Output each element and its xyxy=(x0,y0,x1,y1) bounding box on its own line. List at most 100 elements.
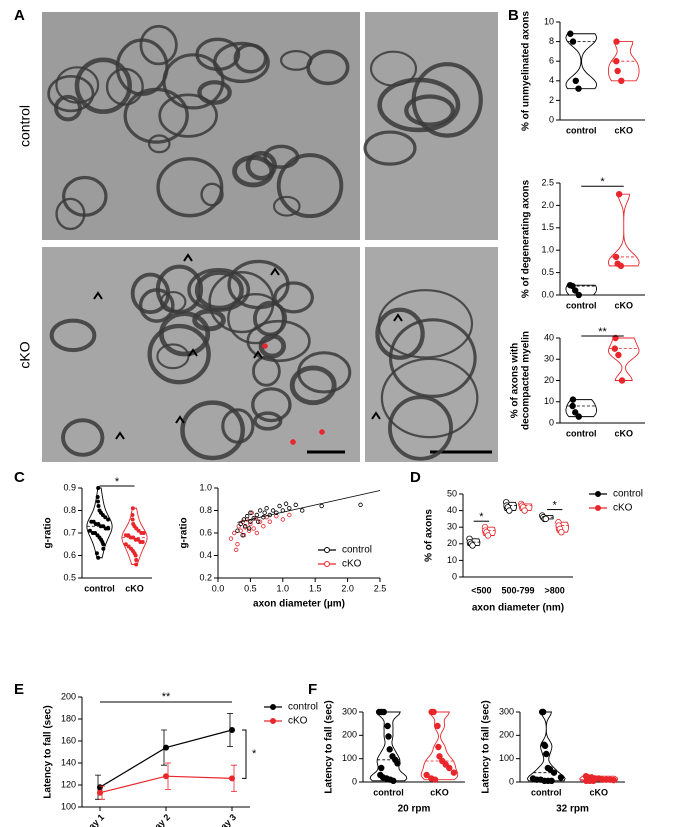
significance-bracket xyxy=(242,729,247,779)
legend-label: cKO xyxy=(342,559,362,570)
y-tick-label: 300 xyxy=(499,706,514,716)
data-point xyxy=(569,396,577,403)
x-tick-label: control xyxy=(566,428,597,438)
data-point xyxy=(248,510,253,515)
y-axis-label: % of axons with xyxy=(510,343,521,419)
axon-outline xyxy=(47,75,95,113)
x-tick-label: 1.5 xyxy=(309,583,322,593)
data-point xyxy=(569,402,576,410)
legend-label: control xyxy=(288,702,318,713)
y-tick-label: 0.8 xyxy=(199,505,212,515)
data-point xyxy=(96,522,101,527)
data-point xyxy=(96,485,101,490)
legend-label: control xyxy=(342,545,372,556)
y-tick-label: 1.0 xyxy=(541,245,554,255)
asterisk-mark xyxy=(319,429,325,435)
data-point xyxy=(133,553,138,558)
legend-label: cKO xyxy=(288,716,308,727)
y-tick-label: 2.0 xyxy=(541,200,554,210)
data-point xyxy=(380,708,388,716)
axon-outline xyxy=(380,357,479,439)
y-tick-label: 10 xyxy=(544,396,554,406)
axon-outline xyxy=(404,94,456,127)
axon-outline xyxy=(279,49,313,71)
axon-outline xyxy=(377,289,474,359)
data-point xyxy=(384,722,391,730)
data-point xyxy=(238,521,243,527)
data-point xyxy=(575,291,583,299)
y-tick-label: 0.5 xyxy=(63,572,76,582)
arrowhead xyxy=(183,253,193,262)
x-tick-label: cKO xyxy=(614,428,633,438)
data-point xyxy=(575,413,582,420)
data-point xyxy=(617,262,625,270)
data-point xyxy=(134,558,139,563)
axon-outline xyxy=(105,67,144,106)
significance-label: * xyxy=(553,499,558,511)
y-tick-label: 0.6 xyxy=(199,527,212,537)
y-tick-label: 40 xyxy=(447,505,457,515)
axon-outline xyxy=(252,355,281,387)
x-tick-label: 2.5 xyxy=(374,583,387,593)
y-tick-label: 0 xyxy=(509,776,514,786)
axon-outline xyxy=(123,87,189,144)
data-point xyxy=(251,526,256,531)
data-point xyxy=(613,38,620,45)
y-tick-label: 30 xyxy=(447,522,457,532)
x-tick-label: cKO xyxy=(614,300,633,310)
y-tick-label: 180 xyxy=(61,713,76,723)
legend-marker xyxy=(324,561,330,567)
y-tick-label: 10 xyxy=(447,555,457,565)
x-tick-label: cKO xyxy=(589,787,608,797)
data-point xyxy=(469,542,476,549)
panel-label: E xyxy=(14,681,24,698)
data-point xyxy=(123,542,128,547)
y-axis-label: Latency to fall (sec) xyxy=(481,700,492,793)
y-tick-label: 0.0 xyxy=(541,289,554,299)
significance-label: ** xyxy=(162,691,171,703)
x-tick-label: control xyxy=(566,300,597,310)
y-tick-label: 100 xyxy=(342,753,357,763)
data-point xyxy=(569,38,577,45)
data-point xyxy=(612,253,620,261)
y-tick-label: 0.6 xyxy=(63,550,76,560)
axon-outline xyxy=(147,134,171,154)
x-tick-label: control xyxy=(84,583,115,593)
data-point xyxy=(567,30,574,37)
data-point xyxy=(228,536,234,541)
em-image xyxy=(42,12,360,240)
y-tick-label: 0 xyxy=(452,571,457,581)
axon-outline xyxy=(388,318,477,398)
data-point xyxy=(394,760,401,767)
data-point xyxy=(550,769,558,776)
axon-outline xyxy=(289,365,337,406)
x-tick-label: 2.0 xyxy=(341,583,354,593)
x-tick-label: >800 xyxy=(545,585,565,595)
axon-outline xyxy=(272,195,301,217)
panel-label: B xyxy=(508,7,519,24)
data-point xyxy=(163,773,169,780)
data-point xyxy=(233,547,239,553)
x-tick-label: cKO xyxy=(614,125,633,135)
axon-outline xyxy=(194,270,244,311)
y-axis-label: Latency to fall (sec) xyxy=(324,700,335,793)
data-point xyxy=(134,526,139,531)
legend-marker xyxy=(595,491,601,497)
y-axis-label: Latency to fall (sec) xyxy=(43,705,54,798)
panel-label: A xyxy=(14,7,25,24)
x-axis-label: axon diameter (nm) xyxy=(472,603,564,614)
arrowhead xyxy=(270,267,280,276)
axon-outline xyxy=(138,288,175,323)
data-point xyxy=(106,517,111,522)
x-tick-label: Day 3 xyxy=(214,812,238,827)
axon-outline xyxy=(192,308,226,332)
data-point xyxy=(249,510,254,515)
data-point xyxy=(287,512,292,518)
data-point xyxy=(615,351,622,359)
data-point xyxy=(264,506,269,511)
arrowhead xyxy=(188,348,198,357)
axon-outline xyxy=(258,333,287,359)
data-point xyxy=(558,528,565,536)
data-point xyxy=(436,753,443,760)
data-point xyxy=(274,510,279,515)
